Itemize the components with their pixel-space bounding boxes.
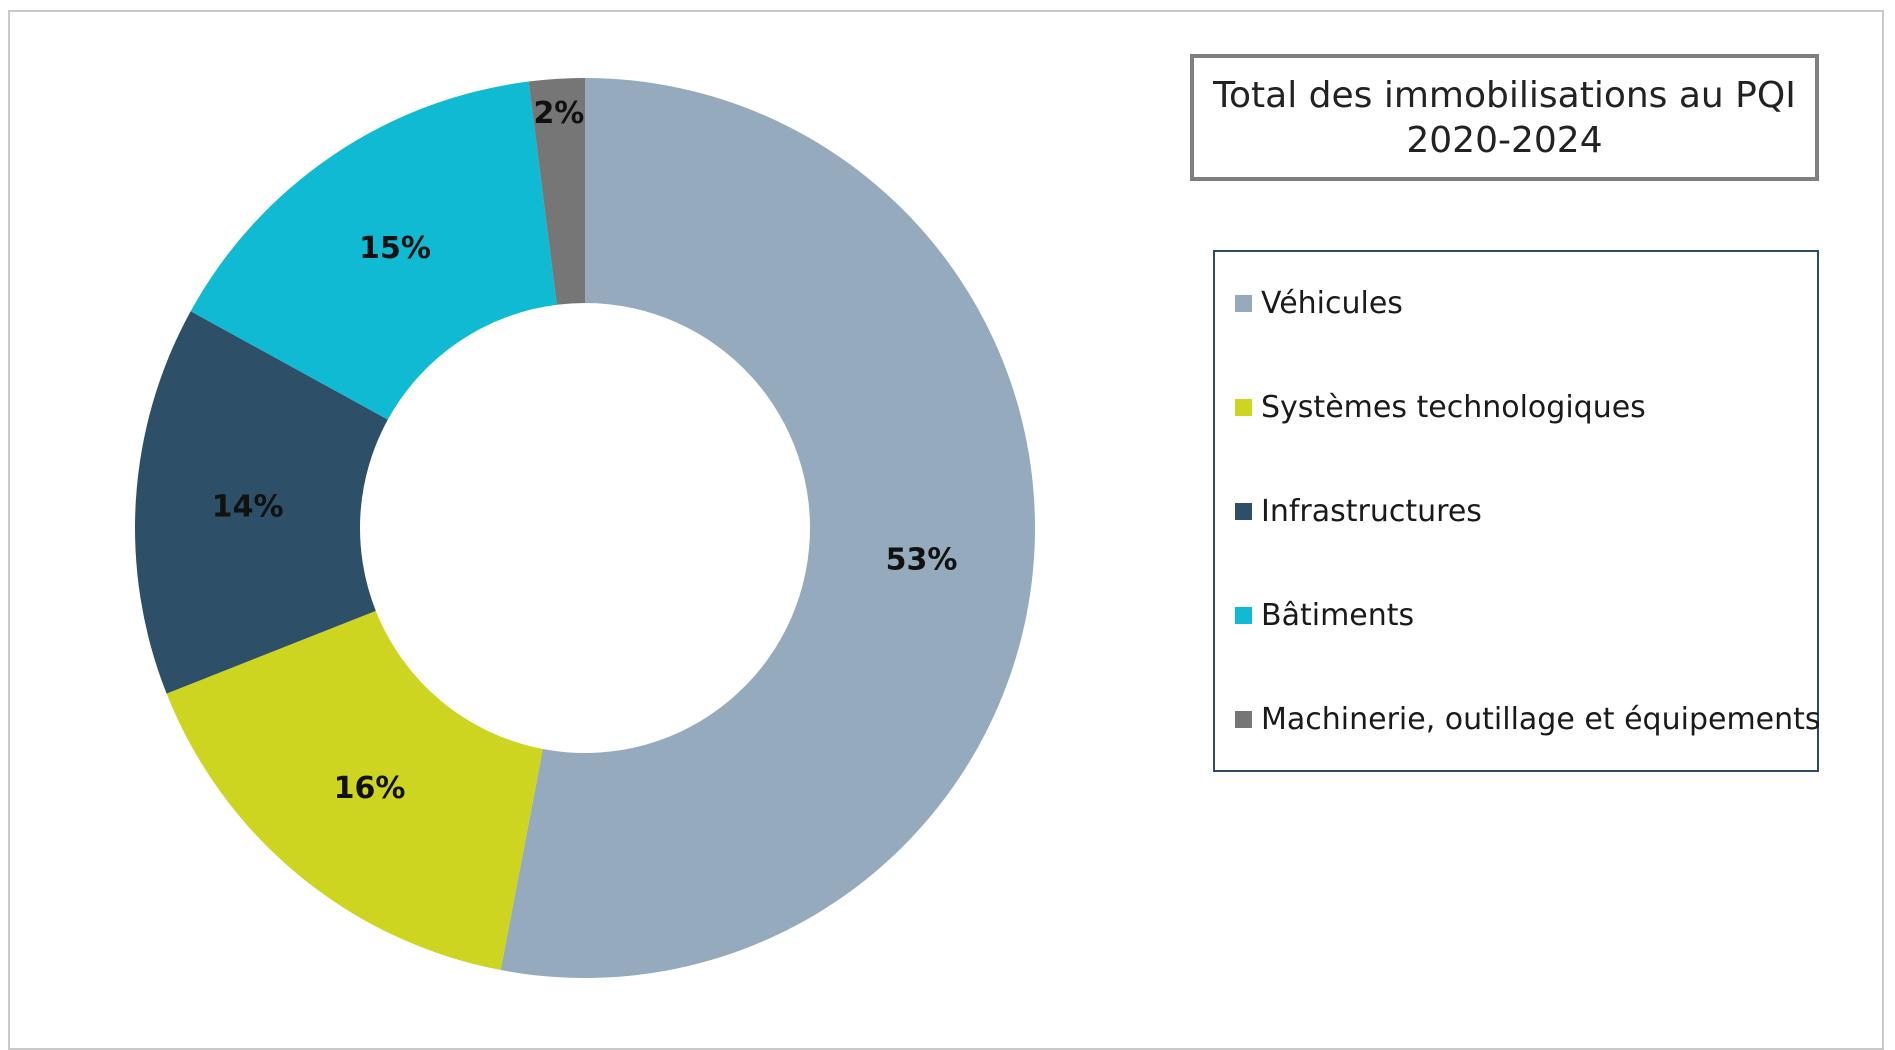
legend-label: Machinerie, outillage et équipements xyxy=(1261,701,1821,737)
legend-item-infrastructures: Infrastructures xyxy=(1235,491,1482,531)
donut-slices xyxy=(135,78,1035,978)
legend-swatch xyxy=(1235,502,1252,520)
legend-label: Systèmes technologiques xyxy=(1261,389,1646,425)
legend-swatch xyxy=(1235,710,1252,728)
legend-swatch xyxy=(1235,294,1252,312)
data-label-2: 14% xyxy=(212,489,284,524)
chart-title-box: Total des immobilisations au PQI 2020-20… xyxy=(1190,54,1819,181)
legend-swatch xyxy=(1235,398,1252,416)
legend-item-machinerie: Machinerie, outillage et équipements xyxy=(1235,699,1821,739)
legend-item-systemes-technologiques: Systèmes technologiques xyxy=(1235,387,1646,427)
data-label-0: 53% xyxy=(886,542,958,577)
donut-slice-1 xyxy=(166,610,543,971)
donut-slice-0 xyxy=(500,78,1035,978)
legend-item-batiments: Bâtiments xyxy=(1235,595,1414,635)
legend-label: Véhicules xyxy=(1261,285,1403,321)
chart-title-line-1: Total des immobilisations au PQI xyxy=(1213,74,1796,116)
chart-title-line-2: 2020-2024 xyxy=(1406,119,1603,161)
legend-label: Infrastructures xyxy=(1261,493,1482,529)
legend-item-vehicules: Véhicules xyxy=(1235,283,1403,323)
donut-data-labels: 53% 16% 14% 15% 2% xyxy=(212,96,958,806)
data-label-1: 16% xyxy=(334,771,406,806)
donut-slice-4 xyxy=(528,78,585,305)
data-label-3: 15% xyxy=(359,231,431,266)
chart-legend: Véhicules Systèmes technologiques Infras… xyxy=(1213,250,1821,772)
legend-swatch xyxy=(1235,606,1252,624)
donut-slice-3 xyxy=(190,81,557,420)
legend-label: Bâtiments xyxy=(1261,597,1415,633)
donut-slice-2 xyxy=(135,311,388,694)
data-label-4: 2% xyxy=(533,96,584,131)
